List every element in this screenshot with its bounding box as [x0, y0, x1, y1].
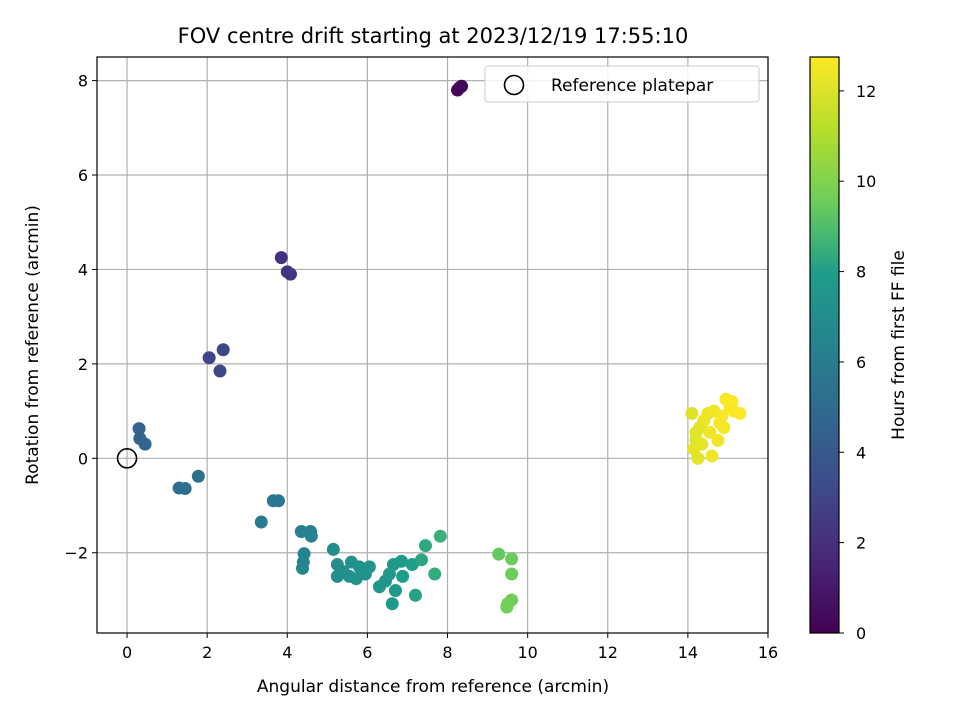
x-tick-label: 2	[202, 643, 212, 662]
data-point	[202, 351, 216, 365]
y-tick-label: 6	[78, 166, 88, 185]
data-point	[703, 425, 717, 439]
colorbar-tick-label: 10	[856, 172, 876, 191]
y-axis-label: Rotation from reference (arcmin)	[23, 205, 43, 485]
data-point	[715, 409, 729, 423]
data-point	[711, 433, 725, 447]
plot-frame	[96, 56, 769, 634]
x-tick-label: 16	[758, 643, 778, 662]
y-tick-label: −2	[64, 544, 88, 563]
reference-platepar-marker	[116, 448, 138, 469]
data-point	[326, 542, 340, 556]
legend-label: Reference platepar	[551, 76, 713, 96]
legend-box	[484, 65, 760, 103]
data-point	[271, 494, 285, 508]
data-point	[254, 515, 268, 529]
data-point	[394, 554, 408, 568]
data-point	[296, 561, 310, 575]
data-point	[689, 425, 703, 439]
data-point	[362, 560, 376, 574]
data-point	[733, 406, 747, 420]
x-axis-label: Angular distance from reference (arcmin)	[257, 677, 609, 697]
x-tick-label: 4	[282, 643, 292, 662]
data-point	[388, 584, 402, 598]
data-point	[717, 421, 731, 435]
data-point	[505, 552, 519, 566]
colorbar-tick-label: 6	[856, 353, 866, 372]
colorbar-tick-label: 0	[856, 624, 866, 643]
data-point	[455, 79, 469, 93]
colorbar-label: Hours from first FF file	[889, 250, 909, 440]
data-point	[433, 529, 447, 543]
legend-reference-icon	[503, 74, 525, 96]
colorbar-tick-label: 2	[856, 534, 866, 553]
x-tick-label: 10	[517, 643, 537, 662]
data-point	[691, 451, 705, 465]
x-tick-label: 8	[442, 643, 452, 662]
data-point	[685, 406, 699, 420]
data-point	[408, 588, 422, 602]
data-point	[492, 547, 506, 561]
data-point	[216, 343, 230, 357]
x-tick-label: 12	[598, 643, 618, 662]
y-tick-label: 0	[78, 449, 88, 468]
data-point	[414, 553, 428, 567]
x-tick-label: 6	[362, 643, 372, 662]
colorbar-tick-label: 12	[856, 82, 876, 101]
colorbar-tick-label: 8	[856, 263, 866, 282]
y-tick-label: 2	[78, 355, 88, 374]
colorbar-ticks: 0 2 4 6 8 10 12	[839, 82, 876, 643]
data-point	[274, 251, 288, 265]
y-tick-label: 4	[78, 260, 88, 279]
data-point	[500, 600, 514, 614]
grid-lines	[97, 57, 769, 633]
data-point	[138, 437, 152, 451]
data-point	[705, 449, 719, 463]
colorbar-tick-label: 4	[856, 443, 866, 462]
data-point	[428, 567, 442, 581]
data-point	[294, 524, 308, 538]
data-point	[695, 437, 709, 451]
data-point	[283, 267, 297, 281]
chart-title: FOV centre drift starting at 2023/12/19 …	[178, 24, 689, 48]
data-point	[213, 364, 227, 378]
data-point	[396, 569, 410, 583]
data-point	[505, 567, 519, 581]
y-tick-label: 8	[78, 72, 88, 91]
legend: Reference platepar	[484, 65, 760, 103]
data-points	[132, 79, 747, 614]
x-tick-label: 0	[122, 643, 132, 662]
data-point	[385, 597, 399, 611]
y-axis-ticks: −2 0 2 4 6 8	[64, 72, 97, 563]
data-point	[178, 482, 192, 496]
data-point	[132, 422, 146, 436]
x-tick-label: 14	[678, 643, 698, 662]
x-axis-ticks: 0 2 4 6 8 10 12 14 16	[122, 633, 778, 662]
data-point	[304, 529, 318, 543]
data-point	[418, 539, 432, 553]
colorbar	[809, 56, 840, 634]
data-point	[191, 469, 205, 483]
